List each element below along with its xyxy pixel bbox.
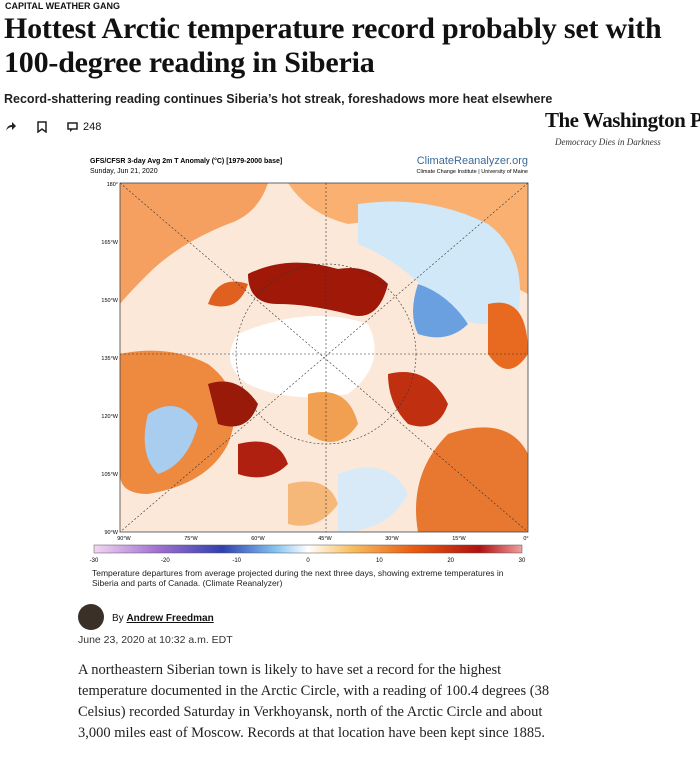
lon-label: 120°W [101, 414, 118, 420]
map-date: Sunday, Jun 21, 2020 [90, 168, 158, 175]
lon-label: 165°W [101, 240, 118, 246]
map-figure: GFS/CFSR 3-day Avg 2m T Anomaly (°C) [19… [88, 154, 532, 566]
publish-date: June 23, 2020 at 10:32 a.m. EDT [78, 634, 233, 646]
lon-label: 90°W [117, 536, 131, 542]
comment-count: 248 [83, 121, 102, 133]
map-area [120, 183, 528, 532]
source: ClimateReanalyzer.org [417, 155, 528, 167]
author-avatar [78, 604, 104, 630]
subheadline: Record-shattering reading continues Sibe… [4, 92, 553, 106]
section-label[interactable]: CAPITAL WEATHER GANG [5, 1, 120, 11]
logo[interactable]: The Washington Post [545, 108, 700, 132]
lon-label: 30°W [385, 536, 399, 542]
colorbar [93, 544, 523, 554]
author-link[interactable]: Andrew Freedman [126, 613, 214, 624]
colorbar-tick: -10 [232, 558, 241, 564]
lon-label: 105°W [101, 472, 118, 478]
lon-label: 90°W [104, 530, 118, 536]
headline: Hottest Arctic temperature record probab… [4, 12, 662, 79]
figure-caption: Temperature departures from average proj… [92, 568, 504, 588]
colorbar-tick: 30 [519, 558, 526, 564]
lon-label: 180° [107, 182, 118, 188]
colorbar-tick: 10 [376, 558, 383, 564]
lon-label: 45°W [318, 536, 332, 542]
share-bar: 248 [5, 121, 101, 133]
colorbar-tick: -30 [90, 558, 99, 564]
byline: By Andrew Freedman [112, 613, 214, 624]
comments-button[interactable]: 248 [67, 121, 101, 133]
share-icon[interactable] [5, 121, 17, 133]
lon-label: 75°W [184, 536, 198, 542]
lon-label: 150°W [101, 298, 118, 304]
lon-label: 15°W [452, 536, 466, 542]
lon-label: 0° [523, 536, 528, 542]
byline-prefix: By [112, 613, 124, 624]
source-sub: Climate Change Institute | University of… [417, 169, 528, 175]
tagline: Democracy Dies in Darkness [555, 137, 661, 147]
lon-label: 60°W [251, 536, 265, 542]
save-icon[interactable] [37, 121, 47, 133]
map-frame [119, 182, 529, 533]
colorbar-tick: 0 [306, 558, 310, 564]
colorbar-tick: -20 [161, 558, 170, 564]
body-paragraph: A northeastern Siberian town is likely t… [78, 662, 550, 741]
comment-icon [67, 122, 78, 132]
colorbar-tick: 20 [447, 558, 454, 564]
lon-label: 135°W [101, 356, 118, 362]
map-title: GFS/CFSR 3-day Avg 2m T Anomaly (°C) [19… [90, 157, 282, 165]
